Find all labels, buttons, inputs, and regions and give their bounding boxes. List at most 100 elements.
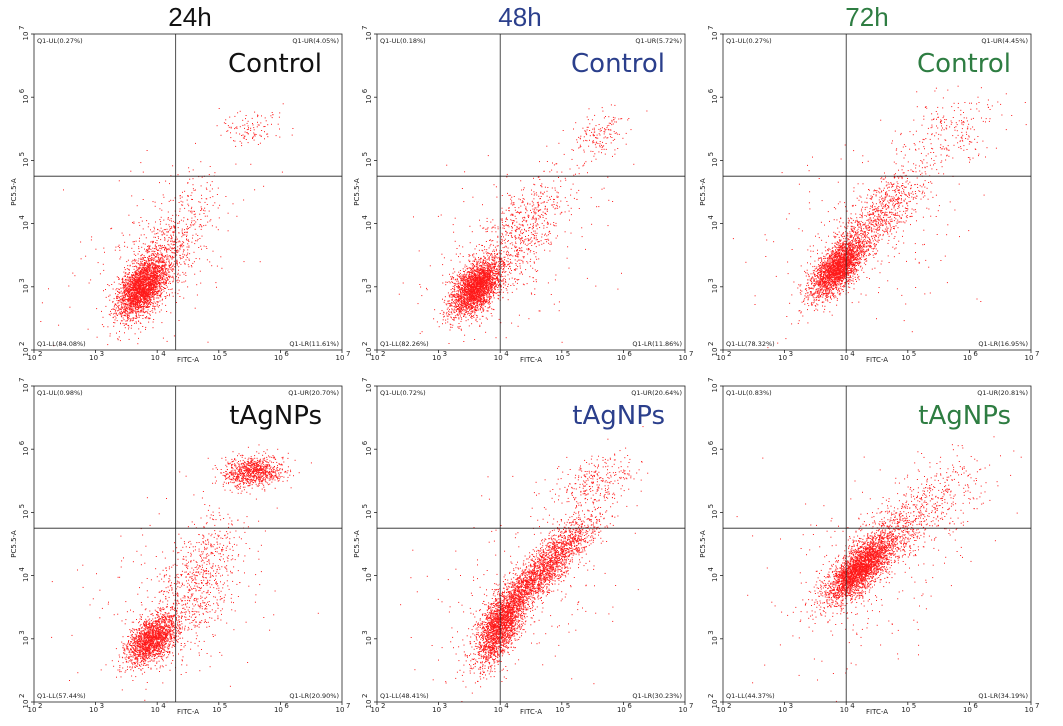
data-point [161,303,163,305]
data-point [263,185,265,187]
data-point [119,300,121,302]
data-point [142,257,144,259]
data-point [147,269,149,270]
data-point [504,266,505,268]
data-point [146,302,148,304]
data-point [188,246,190,248]
data-point [141,292,142,294]
data-point [167,269,169,271]
data-point [230,127,232,129]
data-point [154,228,155,230]
data-point [161,267,163,269]
data-point [187,239,189,241]
data-point [156,255,158,257]
data-point [143,292,144,294]
data-point [135,284,137,286]
data-point [465,320,467,322]
data-point [149,251,151,253]
y-tick-label: 10 [22,221,30,230]
data-point [164,271,166,273]
data-point [137,269,138,271]
data-point [214,202,216,204]
data-point [149,278,151,280]
data-point [138,267,140,268]
data-point [186,257,188,258]
data-point [130,303,132,305]
data-point [131,306,133,308]
data-point [119,340,121,342]
data-point [150,299,152,301]
data-point [155,242,157,244]
data-point [139,271,141,273]
data-point [129,291,130,292]
data-point [476,266,478,268]
data-point [132,286,134,288]
data-point [458,312,460,314]
data-point [147,295,149,297]
data-point [481,274,483,276]
data-point [462,304,464,306]
data-point [136,280,138,282]
data-point [140,294,142,296]
data-point [134,258,136,260]
data-point [139,304,141,306]
data-point [130,297,131,299]
data-point [130,293,132,295]
data-point [129,283,131,285]
data-point [210,219,212,221]
data-point [115,313,117,315]
data-point [458,290,460,292]
data-point [168,277,170,279]
data-point [145,310,147,312]
data-point [151,256,153,258]
data-point [167,258,169,260]
data-point [160,239,162,241]
data-point [138,271,140,273]
data-point [184,234,186,236]
data-point [152,276,154,277]
column-title-48h: 48h [460,2,580,33]
data-point [187,203,189,205]
data-point [455,299,457,301]
data-point [158,264,160,266]
data-point [492,256,494,258]
x-axis-title: FITC-A [177,356,199,364]
data-point [122,306,124,308]
y-tick-exponent: 3 [18,278,26,282]
data-point [164,229,166,231]
data-point [125,291,127,293]
data-point [128,272,130,274]
data-point [137,299,139,301]
data-point [102,263,104,265]
data-point [117,302,119,304]
data-point [449,273,450,275]
data-point [142,318,144,319]
data-point [264,131,265,133]
data-point [136,296,138,297]
data-point [149,283,151,285]
data-point [136,277,138,279]
data-point [128,284,130,286]
data-point [115,246,117,248]
data-point [162,268,164,269]
data-point [136,283,138,285]
data-point [125,281,127,283]
data-point [110,310,111,312]
data-point [136,315,137,317]
data-point [199,238,201,239]
data-point [150,273,152,275]
data-point [192,224,194,226]
data-point [444,299,446,301]
data-point [191,220,193,222]
data-point [466,299,468,301]
data-point [157,252,159,254]
data-point [173,234,174,236]
data-point [158,257,160,259]
data-point [141,254,143,256]
data-point [480,295,482,297]
data-point [152,321,154,323]
data-point [150,281,152,283]
data-point [247,142,249,144]
data-point [130,318,132,320]
data-point [125,285,127,287]
